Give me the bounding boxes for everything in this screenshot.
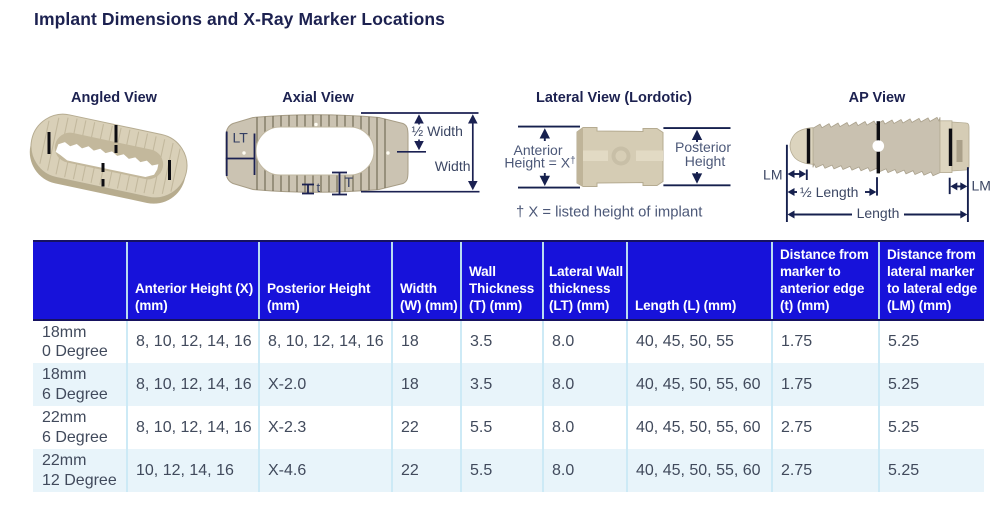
- svg-text:½ Width: ½ Width: [412, 123, 463, 139]
- svg-text:Width: Width: [435, 158, 471, 174]
- svg-text:Angled View: Angled View: [71, 90, 158, 106]
- svg-text:LT: LT: [233, 130, 249, 146]
- svg-text:LM: LM: [763, 167, 782, 183]
- svg-text:Anterior: Anterior: [513, 142, 562, 158]
- svg-text:½ Length: ½ Length: [800, 184, 858, 200]
- svg-text:Height: Height: [685, 153, 726, 169]
- svg-text:AP View: AP View: [849, 90, 906, 106]
- svg-text:Lateral View (Lordotic): Lateral View (Lordotic): [536, 90, 692, 106]
- svg-text:Axial View: Axial View: [282, 90, 354, 106]
- svg-text:Length: Length: [857, 205, 900, 221]
- svg-text:t: t: [317, 180, 321, 195]
- svg-text:LM: LM: [972, 178, 991, 194]
- svg-text:Height = X†: Height = X†: [504, 155, 575, 171]
- svg-text:Posterior: Posterior: [675, 139, 731, 155]
- svg-text:T: T: [345, 174, 354, 190]
- svg-text:† X = listed height of implant: † X = listed height of implant: [516, 205, 702, 221]
